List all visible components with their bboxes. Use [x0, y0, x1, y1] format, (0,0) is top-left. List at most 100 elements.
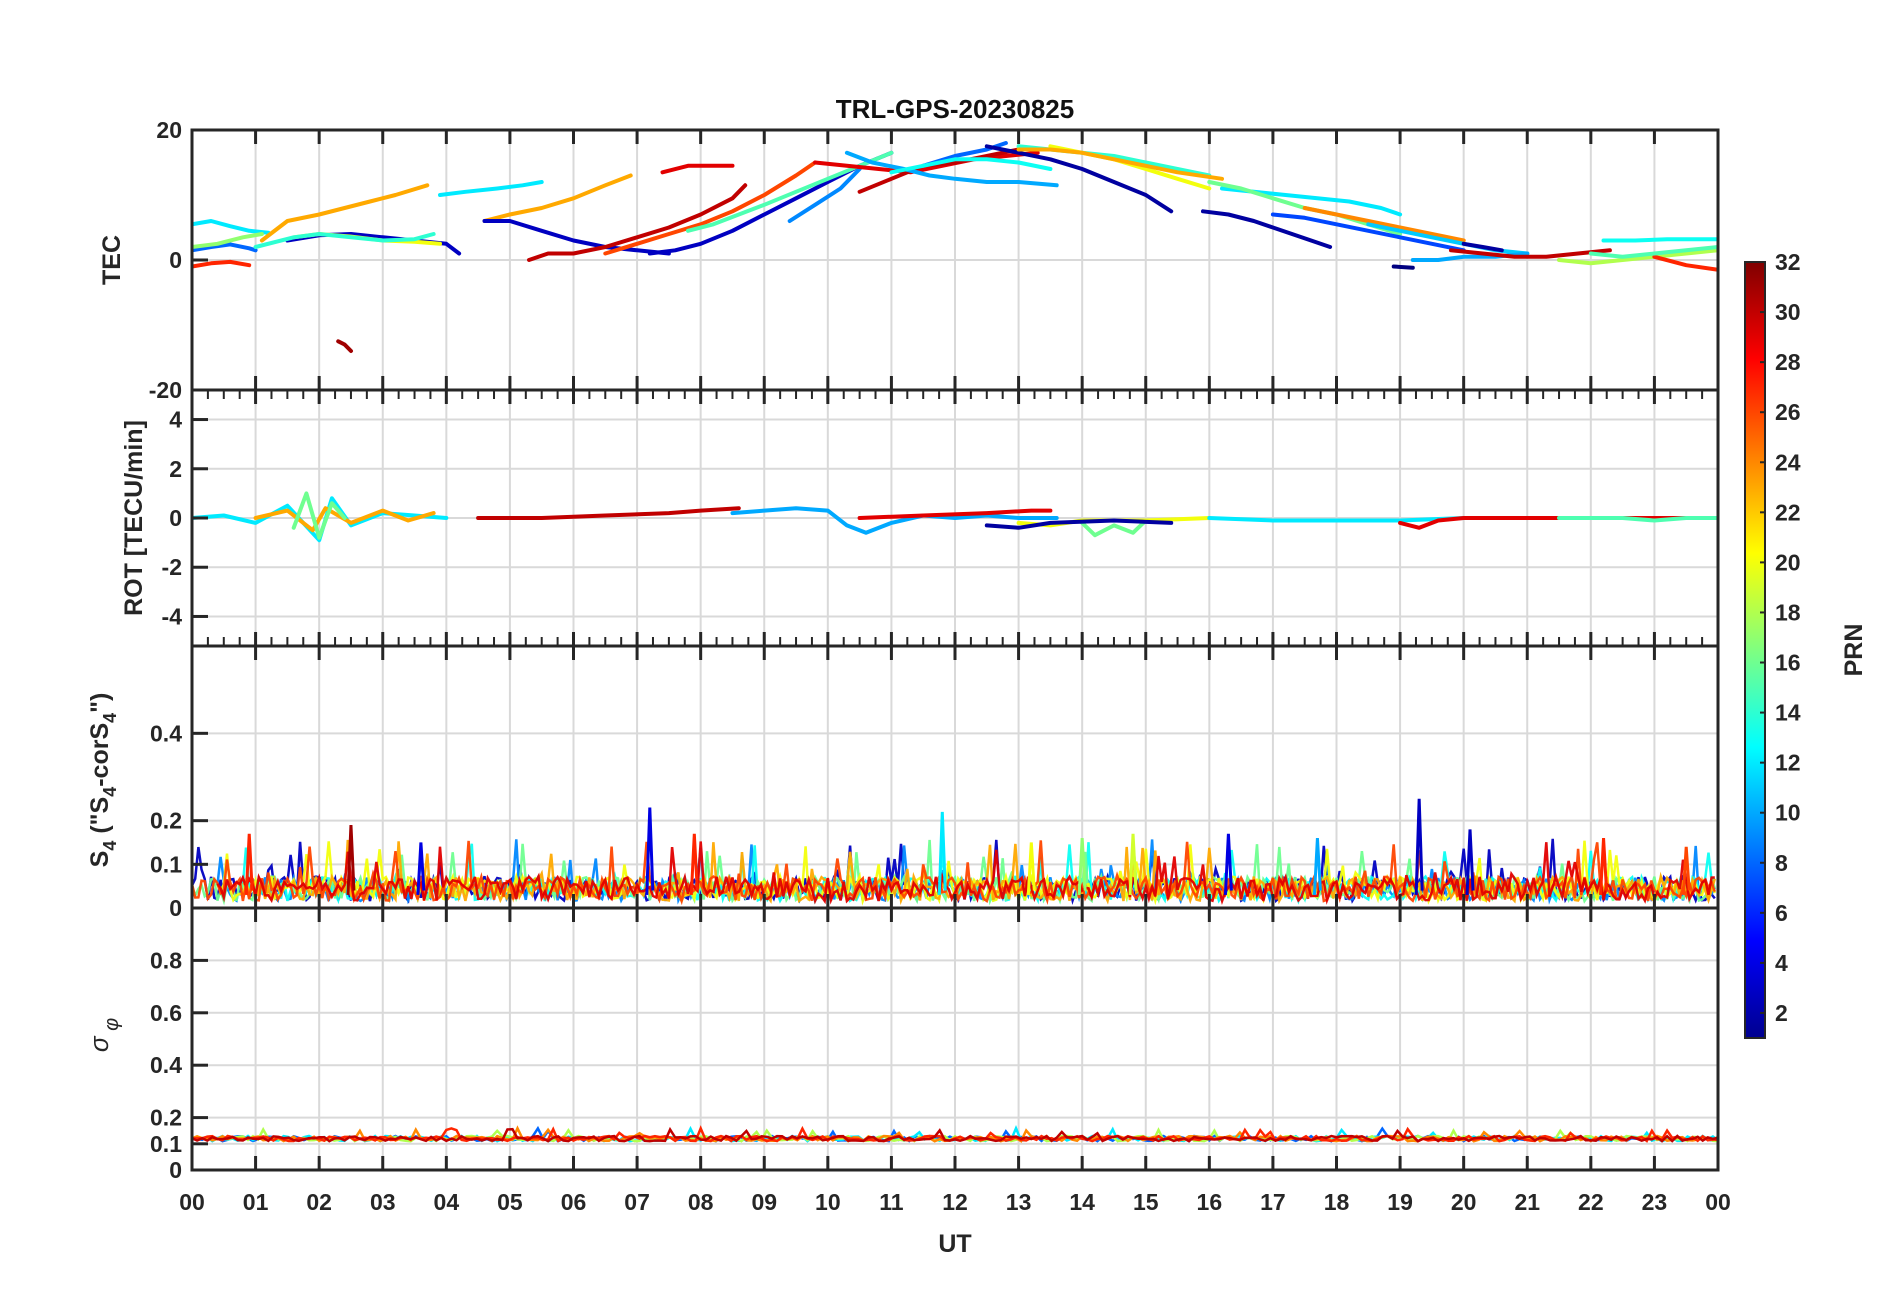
- ylabel-tec: TEC: [98, 235, 126, 285]
- colorbar-tick-label: 12: [1775, 750, 1801, 776]
- spike-prn-4: [1223, 833, 1233, 895]
- grid-sigma: [191, 908, 1719, 1171]
- series-line-prn-17: [192, 232, 264, 249]
- colorbar-tick-label: 28: [1775, 349, 1801, 375]
- series-line-prn-7: [1270, 212, 1466, 253]
- x-tick-label: 21: [1514, 1189, 1540, 1215]
- series-line-prn-16: [1080, 518, 1148, 538]
- colorbar-tick-label: 16: [1775, 650, 1801, 676]
- series-line-prn-23: [1016, 147, 1224, 181]
- x-tick-label: 23: [1642, 1189, 1668, 1215]
- series-line-prn-2: [1201, 209, 1333, 249]
- colorbar-tick-label: 20: [1775, 549, 1801, 575]
- series-line-prn-13: [889, 157, 1053, 175]
- y-tick-label: 0: [169, 505, 182, 531]
- colorbar-tick-label: 2: [1775, 1000, 1788, 1026]
- x-tick-label: 06: [561, 1189, 587, 1215]
- spike-prn-4: [645, 807, 655, 895]
- colorbar-gradient: [1744, 261, 1766, 1039]
- colorbar-tick-label: 26: [1775, 399, 1801, 425]
- x-tick-label: 12: [942, 1189, 968, 1215]
- ticks-tec: -20 0 20: [149, 117, 1720, 403]
- series-line-prn-2: [984, 518, 1174, 530]
- series-line-prn-12: [1207, 516, 1466, 523]
- colorbar-tick-label: 24: [1775, 449, 1801, 475]
- series-line-prn-15: [1588, 245, 1718, 259]
- series-rot: [192, 491, 1718, 543]
- colorbar-tick-label: 8: [1775, 850, 1788, 876]
- y-tick-label: 4: [169, 407, 182, 433]
- x-tick-label: 18: [1324, 1189, 1350, 1215]
- colorbar-tick-label: 10: [1775, 800, 1801, 826]
- series-noise-prn-29: [216, 841, 1715, 905]
- grid-tec: [191, 129, 1719, 391]
- x-tick-label: 11: [879, 1189, 904, 1215]
- series-line-prn-31: [336, 339, 353, 353]
- y-tick-label: 0: [169, 1157, 182, 1183]
- y-tick-label: 0.4: [150, 1052, 182, 1078]
- series-line-prn-12: [192, 219, 271, 235]
- panel-rot: -4 -2 0 2 4 ROT [TECU/min]: [120, 388, 1720, 648]
- colorbar-tick-label: 32: [1775, 249, 1801, 275]
- spike-prn-19: [1128, 833, 1138, 895]
- series-line-prn-29: [857, 508, 1053, 520]
- xlabel: UT: [938, 1230, 971, 1258]
- ylabel-sigma: σ φ: [84, 1018, 123, 1052]
- x-tick-label: 15: [1133, 1189, 1159, 1215]
- series-line-prn-8: [192, 242, 258, 253]
- x-tick-label: 13: [1006, 1189, 1032, 1215]
- series-line-prn-29: [660, 163, 735, 175]
- series-line-prn-15: [1557, 516, 1718, 523]
- spike-prn-27: [689, 833, 699, 895]
- panel-s4: 0 0.1 0.2 0.4 S4 ("S4-corS4"): [86, 644, 1720, 921]
- series-line-prn-27: [192, 259, 252, 269]
- series-line-prn-30: [527, 183, 748, 262]
- series-line-prn-9: [787, 167, 862, 223]
- y-tick-label: -4: [162, 603, 183, 629]
- series-sigma: [192, 1125, 1718, 1143]
- y-tick-label: 0: [169, 895, 182, 921]
- x-tick-label: 19: [1387, 1189, 1413, 1215]
- series-line-prn-3: [482, 219, 671, 256]
- series-line-prn-16: [291, 491, 347, 540]
- series-line-prn-10: [730, 506, 1059, 535]
- panel-tec: -20 0 20 TEC: [98, 117, 1720, 403]
- ticks-rot: -4 -2 0 2 4: [162, 390, 1720, 646]
- x-tick-label: 10: [815, 1189, 841, 1215]
- y-tick-label: -20: [149, 377, 182, 403]
- series-line-prn-2: [984, 144, 1174, 214]
- colorbar-label: PRN: [1840, 624, 1868, 677]
- ticks-s4: 0 0.1 0.2 0.4: [150, 646, 1720, 921]
- x-tick-label: 07: [624, 1189, 650, 1215]
- y-tick-label: 0.8: [150, 947, 182, 973]
- ylabel-rot: ROT [TECU/min]: [120, 420, 148, 616]
- x-tick-label: 20: [1451, 1189, 1477, 1215]
- y-tick-label: 0.1: [150, 851, 182, 877]
- x-tick-label: 00: [179, 1189, 205, 1215]
- series-line-prn-24: [1302, 206, 1466, 243]
- series-line-prn-29: [813, 150, 1040, 175]
- y-tick-label: 0.1: [150, 1131, 182, 1157]
- colorbar-tick-label: 18: [1775, 599, 1801, 625]
- y-tick-label: 2: [169, 456, 182, 482]
- x-tick-label: 02: [306, 1189, 332, 1215]
- colorbar-tick-label: 6: [1775, 900, 1788, 926]
- x-tick-label: 03: [370, 1189, 396, 1215]
- series-line-prn-23: [259, 183, 430, 243]
- series-line-prn-1: [1391, 264, 1415, 270]
- panel-sigma: 00.10.2 0.4 0.6 0.8 σ φ: [84, 906, 1720, 1183]
- spike-prn-27: [1599, 838, 1609, 895]
- series-line-prn-14: [253, 232, 436, 249]
- spike-prn-17: [1077, 838, 1087, 895]
- series-line-prn-30: [1449, 248, 1612, 259]
- series-line-prn-18: [1557, 248, 1718, 266]
- series-line-prn-12: [438, 180, 544, 197]
- series-line-prn-13: [1601, 237, 1718, 243]
- series-line-prn-2: [1461, 241, 1504, 253]
- colorbar-tick-label: 4: [1775, 950, 1788, 976]
- spike-prn-3: [1414, 798, 1424, 895]
- series-tec: [192, 141, 1718, 353]
